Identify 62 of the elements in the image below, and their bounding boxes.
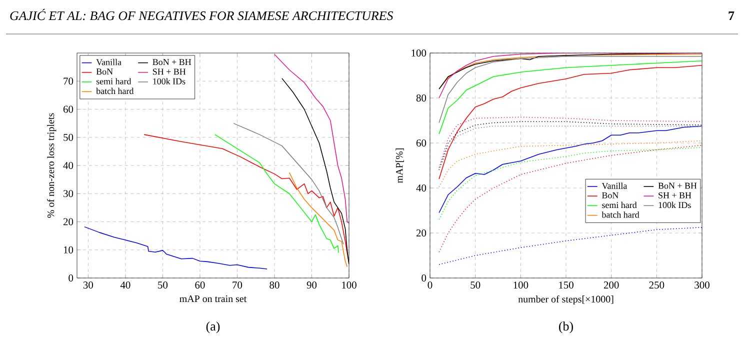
y-tick-label: 0 [422, 274, 426, 282]
y-tick-label: 40 [63, 162, 74, 170]
line-series [438, 226, 702, 265]
x-axis-title: number of steps[×1000] [518, 295, 614, 305]
line-series [438, 147, 702, 220]
legend-label: batch hard [96, 88, 134, 94]
line-series [274, 54, 349, 224]
y-tick-label: 80 [416, 94, 426, 102]
text: (a) [206, 322, 220, 334]
line-series [438, 126, 702, 214]
line-series [288, 172, 348, 268]
legend-label: Vanilla [602, 182, 628, 189]
x-tick-label: 80 [270, 282, 280, 289]
y-tick-label: 100 [412, 49, 426, 57]
x-tick-label: 300 [694, 282, 710, 289]
x-tick-label: 40 [120, 282, 130, 289]
text: GAJIĆ ET AL: BAG OF NEGATIVES FOR SIAMESE ARCHITECTURES [10, 8, 394, 20]
y-tick-label: 20 [63, 218, 74, 226]
legend-label: semi hard [96, 78, 132, 84]
line-series [438, 140, 702, 188]
x-tick-label: 250 [649, 282, 664, 289]
legend-label: 100k IDs [658, 202, 691, 208]
text: 7 [728, 12, 734, 20]
y-tick-label: 0 [68, 274, 74, 282]
x-tick-label: 50 [158, 282, 168, 289]
y-axis-title: mAP[%] [396, 148, 404, 184]
y-tick-label: 60 [63, 106, 74, 113]
y-tick-label: 20 [416, 229, 426, 237]
legend-label: SH + BH [658, 192, 692, 198]
legend-label: BoN [602, 192, 618, 198]
legend-label: BoN + BH [658, 182, 697, 189]
legend-label: Vanilla [96, 58, 122, 66]
y-tick-label: 70 [64, 78, 74, 85]
legend-label: 100k IDs [153, 78, 186, 84]
x-tick-label: 90 [306, 282, 317, 289]
x-tick-label: 60 [195, 282, 205, 289]
x-tick-label: 30 [83, 282, 94, 289]
y-tick-label: 40 [416, 184, 426, 192]
x-tick-label: 0 [428, 282, 432, 289]
y-tick-label: 10 [64, 246, 74, 254]
x-tick-label: 200 [604, 282, 619, 289]
line-series [438, 144, 702, 253]
x-axis-title: mAP on train set [180, 295, 247, 302]
x-tick-label: 100 [342, 282, 356, 289]
legend-label: semi hard [602, 202, 637, 208]
x-tick-label: 50 [470, 282, 480, 289]
line-series [84, 226, 268, 270]
y-tick-label: 50 [64, 134, 74, 141]
legend-label: batch hard [602, 211, 640, 218]
y-tick-label: 30 [64, 190, 74, 198]
line-series [438, 64, 702, 180]
x-tick-label: 150 [559, 282, 574, 289]
text: (b) [559, 322, 573, 334]
legend-label: BoN [96, 68, 113, 75]
y-tick-label: 60 [416, 139, 426, 147]
x-tick-label: 100 [514, 282, 528, 289]
legend-label: BoN + BH [152, 59, 192, 66]
x-tick-label: 70 [232, 282, 242, 289]
legend-label: SH + BH [152, 68, 186, 75]
y-axis-title: % of non-zero loss triplets [47, 113, 56, 218]
line-series [438, 52, 702, 98]
line-series [144, 134, 349, 264]
